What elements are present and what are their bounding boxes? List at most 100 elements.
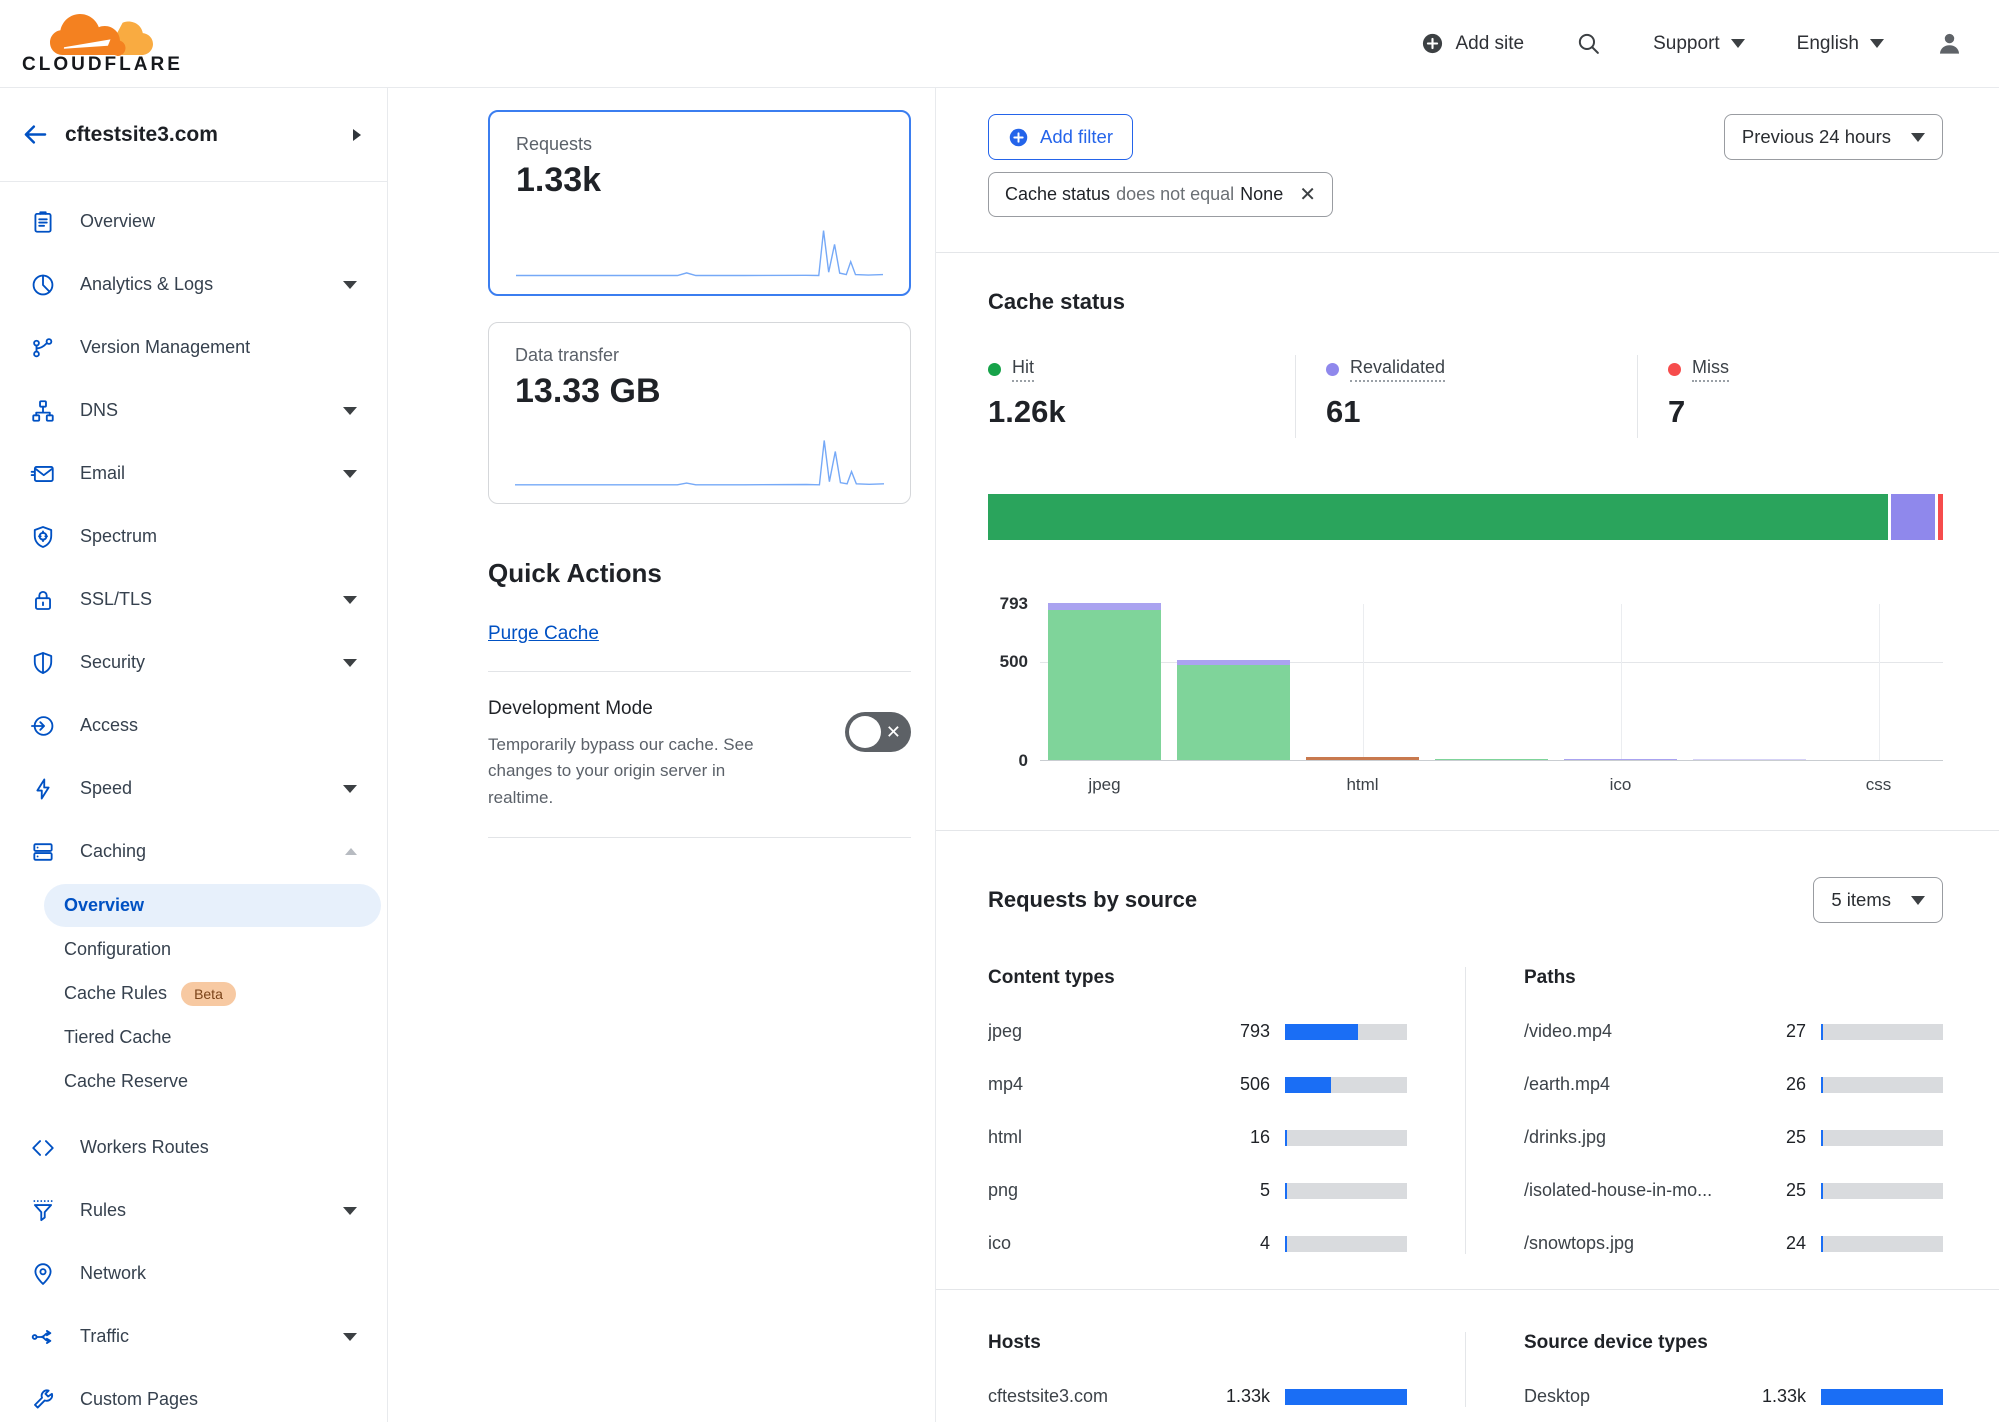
sidebar-subitem-tiered-cache[interactable]: Tiered Cache xyxy=(44,1016,381,1059)
vertical-divider xyxy=(1465,1332,1466,1407)
row-bar-track xyxy=(1821,1235,1943,1252)
metric-card-data-transfer[interactable]: Data transfer 13.33 GB xyxy=(488,322,911,504)
table-row[interactable]: png 5 xyxy=(988,1180,1407,1201)
spectrum-icon xyxy=(30,524,56,550)
row-bar-track xyxy=(1821,1388,1943,1405)
divider xyxy=(936,252,1999,253)
filter-row: Add filter Cache status does not equal N… xyxy=(988,114,1943,217)
requests-by-source-header: Requests by source 5 items xyxy=(988,877,1943,923)
sidebar-item-speed[interactable]: Speed xyxy=(0,757,387,820)
cloudflare-cloud-icon xyxy=(50,14,154,57)
sidebar-subitem-cache-rules[interactable]: Cache Rules Beta xyxy=(44,972,381,1015)
add-site-button[interactable]: Add site xyxy=(1421,32,1524,55)
cloudflare-logo[interactable]: CLOUDFLARE xyxy=(22,11,183,76)
items-count-dropdown[interactable]: 5 items xyxy=(1813,877,1943,923)
row-value: 25 xyxy=(1785,1127,1806,1147)
chart-bar-empty[interactable] xyxy=(1692,759,1807,760)
gridline-horizontal xyxy=(1040,662,1943,663)
analytics-icon xyxy=(30,272,56,298)
sidebar-item-network[interactable]: Network xyxy=(0,1242,387,1305)
gridline-vertical xyxy=(1878,604,1880,760)
legend-label[interactable]: Miss xyxy=(1692,357,1729,382)
table-row[interactable]: /video.mp4 27 xyxy=(1524,1021,1943,1042)
sidebar-item-label: Rules xyxy=(80,1200,127,1220)
x-axis-label-jpeg: jpeg xyxy=(1088,775,1121,794)
add-filter-button[interactable]: Add filter xyxy=(988,114,1134,160)
chevron-down-icon xyxy=(1911,132,1925,142)
sidebar-item-analytics-logs[interactable]: Analytics & Logs xyxy=(0,253,387,316)
row-bar-fill xyxy=(1821,1076,1823,1093)
metric-value: 1.33k xyxy=(516,161,602,199)
purge-cache-link[interactable]: Purge Cache xyxy=(488,623,599,644)
divider xyxy=(488,671,911,672)
row-label: /earth.mp4 xyxy=(1524,1074,1611,1094)
table-row[interactable]: /earth.mp4 26 xyxy=(1524,1074,1943,1095)
bar-segment-revalidated xyxy=(1047,603,1162,610)
chart-plot-area xyxy=(1040,603,1943,761)
sidebar-item-version-management[interactable]: Version Management xyxy=(0,316,387,379)
chart-bar-jpeg[interactable] xyxy=(1047,603,1162,760)
table-row[interactable]: ico 4 xyxy=(988,1233,1407,1254)
table-row[interactable]: /snowtops.jpg 24 xyxy=(1524,1233,1943,1254)
chart-bar-png[interactable] xyxy=(1434,759,1549,760)
time-range-dropdown[interactable]: Previous 24 hours xyxy=(1723,114,1943,160)
row-value: 1.33k xyxy=(1761,1386,1806,1406)
table-row[interactable]: mp4 506 xyxy=(988,1074,1407,1095)
sidebar-item-dns[interactable]: DNS xyxy=(0,379,387,442)
items-count-label: 5 items xyxy=(1831,889,1891,910)
workers-icon xyxy=(30,1135,56,1161)
sidebar-item-ssl-tls[interactable]: SSL/TLS xyxy=(0,568,387,631)
sidebar-subitem-cache-reserve[interactable]: Cache Reserve xyxy=(44,1060,381,1103)
table-row[interactable]: jpeg 793 xyxy=(988,1021,1407,1042)
bar-segment-hit xyxy=(1047,610,1162,760)
chart-slots xyxy=(1040,603,1943,760)
metric-card-requests[interactable]: Requests 1.33k xyxy=(488,110,911,296)
hosts-devices-section: Hosts cftestsite3.com 1.33k Source device … xyxy=(988,1332,1943,1407)
sidebar-item-custom-pages[interactable]: Custom Pages xyxy=(0,1368,387,1422)
language-menu[interactable]: English xyxy=(1797,33,1884,55)
metric-label: Requests xyxy=(516,134,593,154)
site-name: cftestsite3.com xyxy=(65,122,218,146)
ssl-icon xyxy=(30,587,56,613)
sidebar-item-security[interactable]: Security xyxy=(0,631,387,694)
chart-bar-html[interactable] xyxy=(1305,757,1420,760)
row-bar-fill xyxy=(1821,1388,1943,1405)
table-row[interactable]: /drinks.jpg 25 xyxy=(1524,1127,1943,1148)
stackbar-segment-hit xyxy=(988,494,1889,540)
chevron-right-icon[interactable] xyxy=(353,128,361,141)
network-icon xyxy=(30,1261,56,1287)
remove-filter-icon[interactable]: ✕ xyxy=(1299,183,1316,206)
divider xyxy=(936,1289,1999,1290)
table-row[interactable]: html 16 xyxy=(988,1127,1407,1148)
sidebar-item-spectrum[interactable]: Spectrum xyxy=(0,505,387,568)
table-row[interactable]: /isolated-house-in-mo... 25 xyxy=(1524,1180,1943,1201)
sidebar-item-traffic[interactable]: Traffic xyxy=(0,1305,387,1368)
legend-label[interactable]: Hit xyxy=(1012,357,1034,382)
quick-actions-title: Quick Actions xyxy=(488,558,662,588)
table-row[interactable]: Desktop 1.33k xyxy=(1524,1386,1943,1407)
chart-bar-ico[interactable] xyxy=(1563,759,1678,760)
sidebar-item-access[interactable]: Access xyxy=(0,694,387,757)
search-button[interactable] xyxy=(1576,31,1601,56)
legend-label[interactable]: Revalidated xyxy=(1350,357,1446,382)
sidebar-subitem-configuration[interactable]: Configuration xyxy=(44,928,381,971)
main-panel: Add filter Cache status does not equal N… xyxy=(935,88,1999,1422)
sidebar-subitem-label: Cache Rules xyxy=(64,983,168,1003)
row-label: png xyxy=(988,1180,1019,1200)
back-button[interactable] xyxy=(22,121,49,148)
sidebar-item-overview[interactable]: Overview xyxy=(0,190,387,253)
sidebar-subitem-overview[interactable]: Overview xyxy=(44,884,381,927)
support-menu[interactable]: Support xyxy=(1653,33,1745,55)
row-bar-fill xyxy=(1285,1129,1287,1146)
y-axis-tick: 793 xyxy=(999,594,1028,613)
sidebar-item-workers-routes[interactable]: Workers Routes xyxy=(0,1116,387,1179)
account-menu[interactable] xyxy=(1936,30,1963,57)
development-mode-toggle[interactable]: ✕ xyxy=(845,712,911,752)
sidebar-item-rules[interactable]: Rules xyxy=(0,1179,387,1242)
sidebar-item-caching[interactable]: Caching xyxy=(0,820,387,883)
row-value: 27 xyxy=(1785,1021,1806,1041)
table-row[interactable]: cftestsite3.com 1.33k xyxy=(988,1386,1407,1407)
sidebar-item-email[interactable]: Email xyxy=(0,442,387,505)
chart-bar-mp4[interactable] xyxy=(1176,660,1291,760)
cache-status-legend: Hit 1.26k Revalidated 61 Miss 7 xyxy=(988,355,1943,438)
